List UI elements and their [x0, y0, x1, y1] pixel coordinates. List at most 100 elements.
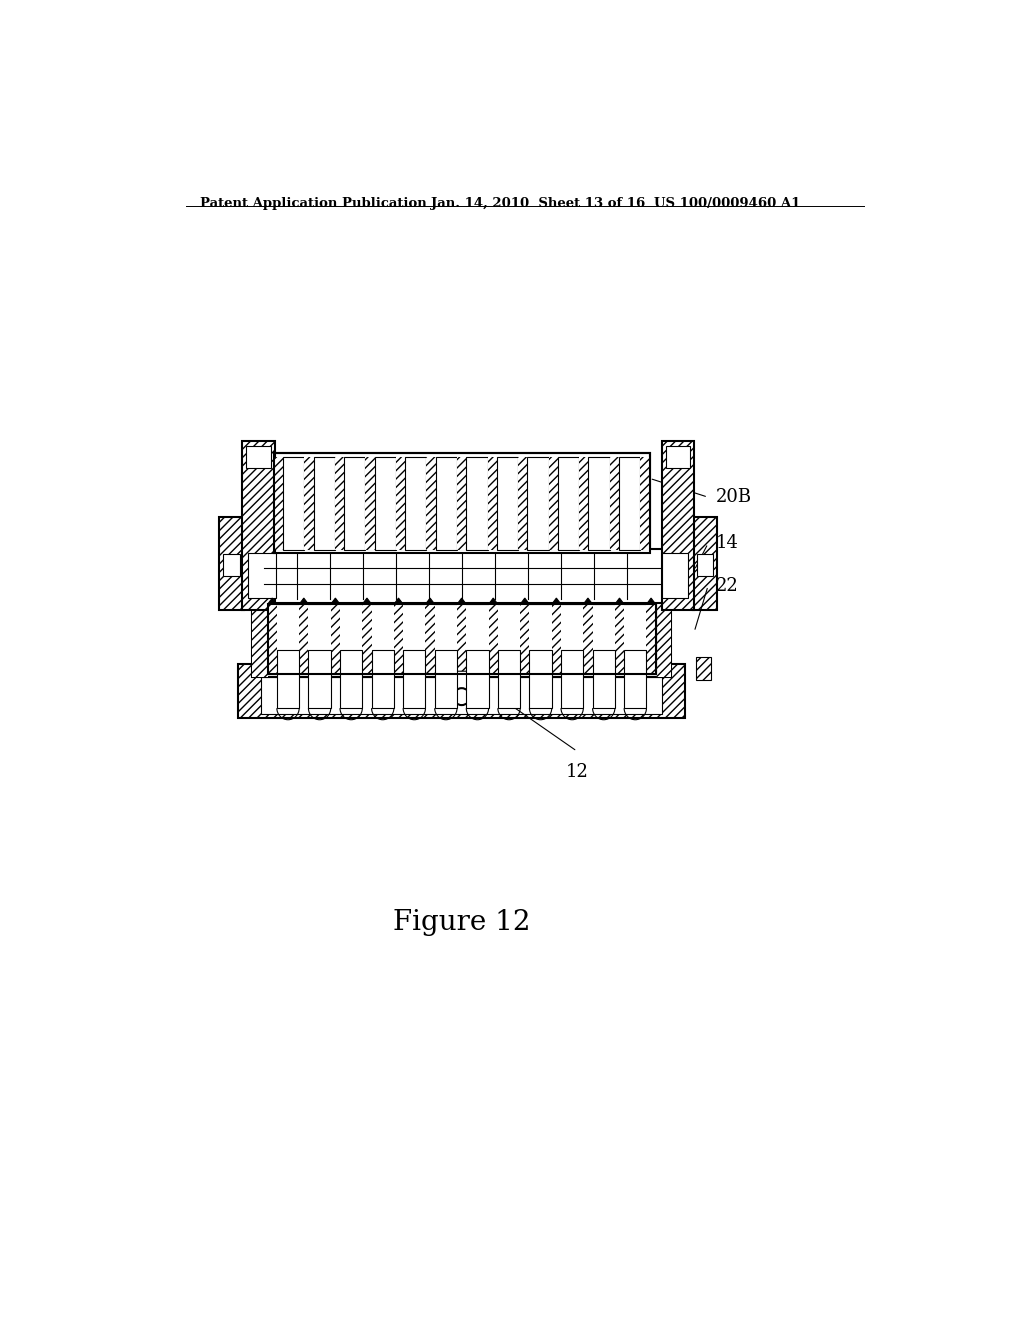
- Bar: [593, 651, 614, 708]
- Bar: [436, 457, 457, 549]
- Polygon shape: [646, 598, 655, 605]
- Bar: [520, 605, 529, 673]
- Bar: [308, 651, 331, 708]
- Text: 22: 22: [716, 577, 738, 595]
- Bar: [273, 457, 283, 549]
- Bar: [344, 457, 366, 549]
- Bar: [646, 605, 655, 673]
- Bar: [252, 594, 671, 677]
- Bar: [646, 605, 655, 673]
- Bar: [372, 651, 394, 708]
- Bar: [692, 517, 717, 610]
- Bar: [618, 457, 640, 549]
- Bar: [267, 605, 655, 673]
- Bar: [614, 605, 625, 673]
- Text: Jan. 14, 2010  Sheet 13 of 16: Jan. 14, 2010 Sheet 13 of 16: [431, 197, 645, 210]
- Circle shape: [454, 688, 470, 705]
- Bar: [246, 446, 270, 469]
- Bar: [366, 457, 375, 549]
- Polygon shape: [520, 598, 529, 605]
- Bar: [331, 605, 340, 673]
- Bar: [695, 656, 711, 680]
- Text: 20B: 20B: [716, 488, 752, 506]
- Bar: [435, 651, 457, 708]
- Bar: [589, 457, 609, 549]
- Bar: [518, 457, 527, 549]
- Bar: [313, 457, 335, 549]
- Bar: [304, 457, 313, 549]
- Bar: [640, 457, 649, 549]
- Bar: [625, 651, 646, 708]
- Text: Patent Application Publication: Patent Application Publication: [200, 197, 427, 210]
- Bar: [267, 605, 276, 673]
- Bar: [695, 656, 711, 680]
- Bar: [249, 553, 276, 598]
- FancyBboxPatch shape: [436, 671, 487, 689]
- Bar: [692, 517, 717, 610]
- Text: US 100/0009460 A1: US 100/0009460 A1: [654, 197, 801, 210]
- Bar: [425, 605, 435, 673]
- Bar: [696, 554, 714, 576]
- Bar: [239, 664, 685, 718]
- Bar: [655, 594, 671, 677]
- Bar: [518, 457, 527, 549]
- Bar: [640, 457, 649, 549]
- Bar: [243, 441, 274, 610]
- Bar: [457, 605, 466, 673]
- Polygon shape: [488, 598, 498, 605]
- Bar: [375, 457, 396, 549]
- Polygon shape: [362, 598, 372, 605]
- Bar: [457, 457, 466, 549]
- Text: 14: 14: [716, 535, 738, 552]
- Bar: [219, 517, 244, 610]
- Bar: [457, 605, 466, 673]
- Polygon shape: [614, 598, 625, 605]
- Bar: [487, 457, 497, 549]
- Bar: [304, 457, 313, 549]
- Text: Figure 12: Figure 12: [393, 909, 530, 936]
- Bar: [252, 594, 267, 677]
- Bar: [527, 457, 549, 549]
- Polygon shape: [425, 598, 435, 605]
- Polygon shape: [552, 598, 561, 605]
- Bar: [331, 605, 340, 673]
- Bar: [487, 457, 497, 549]
- Polygon shape: [267, 598, 276, 605]
- Bar: [488, 605, 498, 673]
- Bar: [335, 457, 344, 549]
- Bar: [396, 457, 406, 549]
- Bar: [549, 457, 558, 549]
- Bar: [425, 605, 435, 673]
- Polygon shape: [394, 598, 403, 605]
- Polygon shape: [331, 598, 340, 605]
- Bar: [273, 453, 649, 553]
- Bar: [239, 664, 685, 718]
- Bar: [580, 457, 589, 549]
- Bar: [584, 605, 593, 673]
- Text: 12: 12: [565, 763, 589, 781]
- Bar: [655, 594, 671, 677]
- Bar: [299, 605, 308, 673]
- Bar: [457, 457, 466, 549]
- Bar: [283, 457, 304, 549]
- Bar: [466, 651, 488, 708]
- Bar: [497, 457, 518, 549]
- Bar: [260, 549, 664, 603]
- Bar: [662, 441, 694, 610]
- Bar: [267, 605, 276, 673]
- Polygon shape: [457, 598, 466, 605]
- Bar: [666, 446, 690, 469]
- Bar: [498, 651, 520, 708]
- Bar: [362, 605, 372, 673]
- Bar: [662, 441, 694, 610]
- Bar: [584, 605, 593, 673]
- Bar: [488, 605, 498, 673]
- Bar: [427, 457, 436, 549]
- Bar: [366, 457, 375, 549]
- Bar: [394, 605, 403, 673]
- Bar: [252, 594, 267, 677]
- Bar: [558, 457, 580, 549]
- Bar: [261, 677, 662, 714]
- Bar: [561, 651, 584, 708]
- Bar: [609, 457, 618, 549]
